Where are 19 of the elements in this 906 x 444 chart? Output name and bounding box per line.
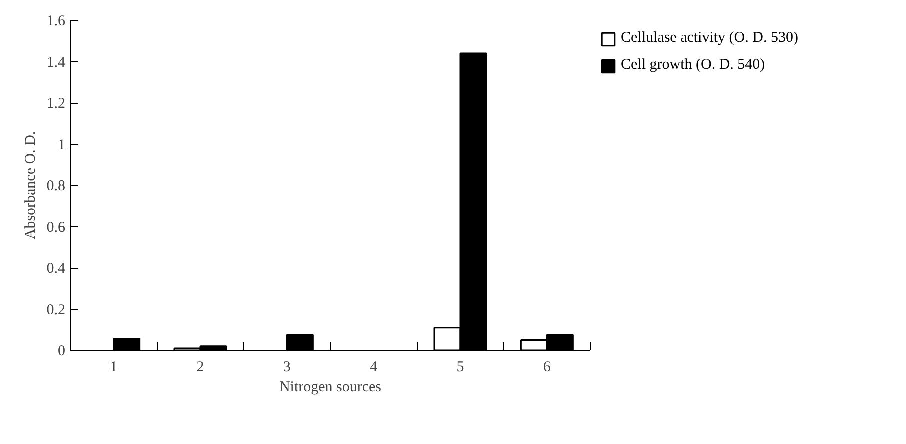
x-tick-label: 3: [283, 360, 291, 376]
legend-label: Cell growth (O. D. 540): [621, 57, 766, 74]
x-tick-label: 4: [370, 360, 378, 376]
y-tick-label: 0.2: [46, 302, 66, 318]
y-tick-label: 0.4: [46, 261, 66, 277]
y-tick-label: 0.6: [46, 220, 66, 236]
x-tick-label: 5: [456, 360, 464, 376]
x-tick-label: 2: [196, 360, 204, 376]
x-tick-label: 1: [110, 360, 118, 376]
y-tick-label: 1: [58, 137, 66, 154]
x-axis-title: Nitrogen sources: [279, 380, 382, 396]
legend-label: Cellulase activity (O. D. 530): [621, 30, 798, 47]
y-tick-label: 1.4: [46, 54, 66, 71]
y-tick-label: 1.6: [46, 14, 66, 30]
y-tick-label: 0: [58, 344, 66, 360]
y-tick-label: 0.8: [46, 178, 66, 194]
y-axis-title: Absorbance O. D.: [22, 131, 39, 240]
x-tick-label: 6: [543, 360, 552, 376]
y-tick-label: 1.2: [46, 96, 66, 112]
